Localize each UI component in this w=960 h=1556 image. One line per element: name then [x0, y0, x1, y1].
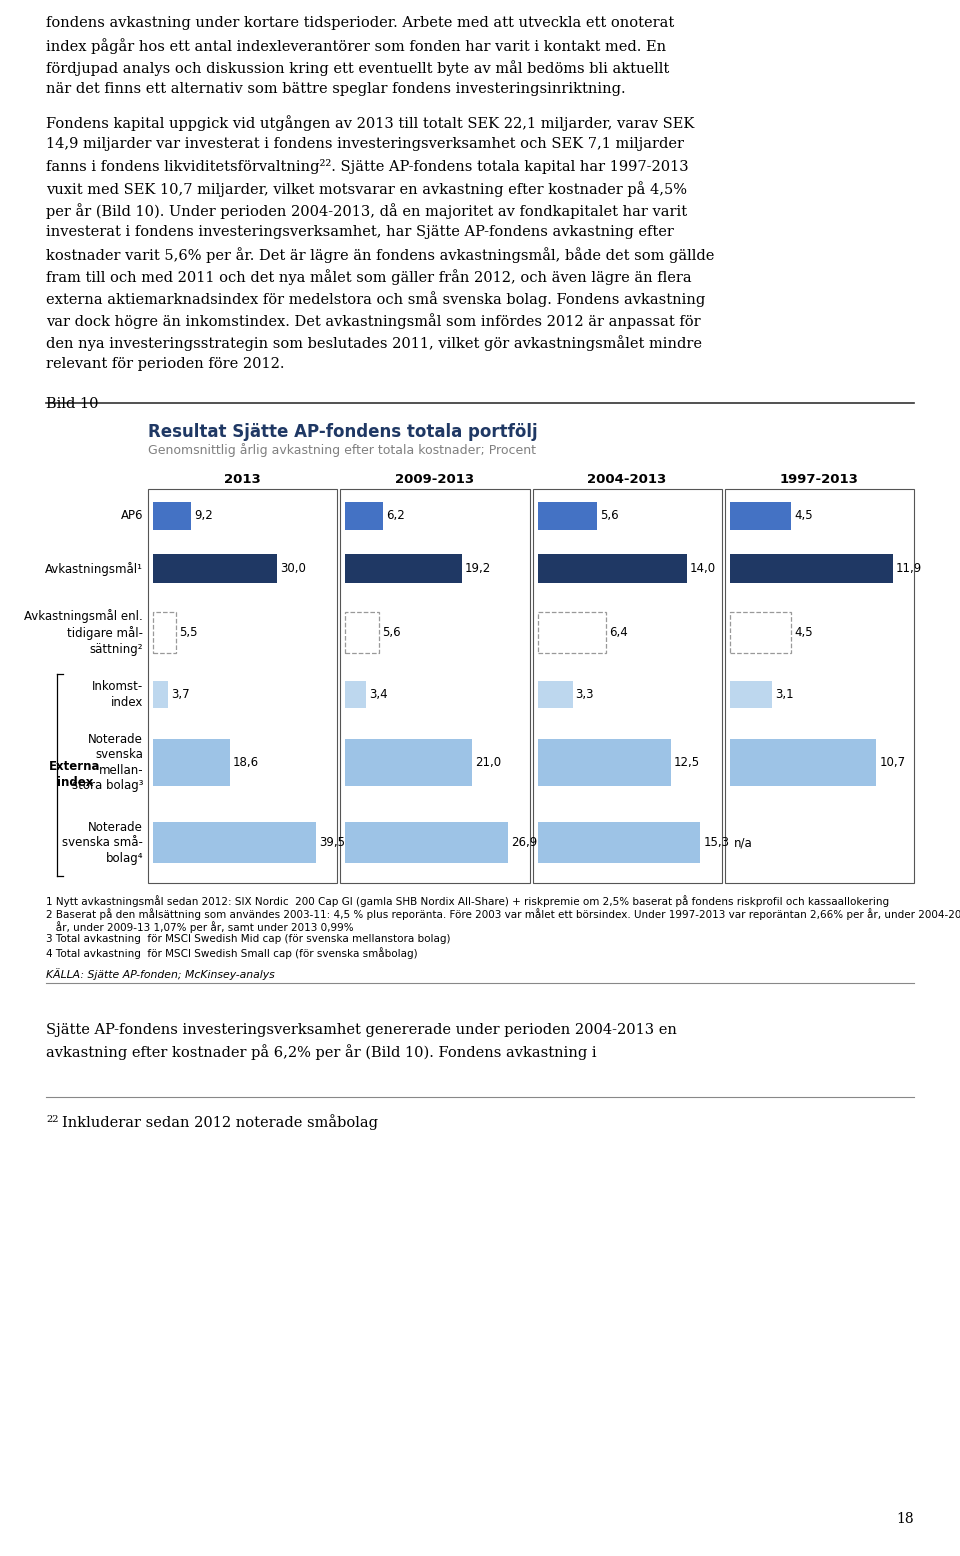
Text: KÄLLA: Sjätte AP-fonden; McKinsey-analys: KÄLLA: Sjätte AP-fonden; McKinsey-analys [46, 968, 275, 980]
Bar [346, 554, 462, 584]
Bar [730, 613, 791, 654]
Text: den nya investeringsstrategin som beslutades 2011, vilket gör avkastningsmålet m: den nya investeringsstrategin som beslut… [46, 335, 702, 350]
Text: Inkluderar sedan 2012 noterade småbolag: Inkluderar sedan 2012 noterade småbolag [62, 1114, 378, 1131]
Bar [538, 554, 686, 584]
Bar [730, 739, 876, 786]
Text: investerat i fondens investeringsverksamhet, har Sjätte AP-fondens avkastning ef: investerat i fondens investeringsverksam… [46, 226, 674, 240]
Text: relevant för perioden före 2012.: relevant för perioden före 2012. [46, 356, 284, 370]
Bar [346, 613, 379, 654]
Text: 3,7: 3,7 [171, 688, 190, 702]
Bar [346, 501, 383, 529]
Text: 10,7: 10,7 [879, 756, 905, 769]
Text: 22: 22 [46, 1114, 59, 1123]
Text: 1997-2013: 1997-2013 [780, 473, 859, 485]
Text: fördjupad analys och diskussion kring ett eventuellt byte av mål bedöms bli aktu: fördjupad analys och diskussion kring et… [46, 61, 669, 76]
Text: 2 Baserat på den målsättning som användes 2003-11: 4,5 % plus reporänta. Före 20: 2 Baserat på den målsättning som använde… [46, 907, 960, 920]
Bar [730, 501, 791, 529]
Text: 3,1: 3,1 [776, 688, 794, 702]
Text: 5,5: 5,5 [179, 626, 197, 640]
Text: 12,5: 12,5 [674, 756, 700, 769]
Bar [538, 501, 597, 529]
Text: 4,5: 4,5 [794, 509, 813, 523]
Text: Fondens kapital uppgick vid utgången av 2013 till totalt SEK 22,1 miljarder, var: Fondens kapital uppgick vid utgången av … [46, 115, 694, 131]
Text: 11,9: 11,9 [896, 562, 922, 576]
Text: Externa
index: Externa index [49, 759, 101, 789]
Text: 3,3: 3,3 [576, 688, 594, 702]
Text: 5,6: 5,6 [600, 509, 619, 523]
Text: 26,9: 26,9 [512, 836, 538, 850]
Text: fondens avkastning under kortare tidsperioder. Arbete med att utveckla ett onote: fondens avkastning under kortare tidsper… [46, 16, 674, 30]
Text: Genomsnittlig årlig avkastning efter totala kostnader; Procent: Genomsnittlig årlig avkastning efter tot… [148, 442, 536, 456]
Text: kostnader varit 5,6% per år. Det är lägre än fondens avkastningsmål, både det so: kostnader varit 5,6% per år. Det är lägr… [46, 247, 714, 263]
Bar [153, 613, 176, 654]
Text: 39,5: 39,5 [319, 836, 345, 850]
Text: 1 Nytt avkastningsmål sedan 2012: SIX Nordic  200 Cap GI (gamla SHB Nordix All-S: 1 Nytt avkastningsmål sedan 2012: SIX No… [46, 895, 889, 907]
Bar [153, 739, 229, 786]
Text: Noterade
svenska
mellan-
stora bolag³: Noterade svenska mellan- stora bolag³ [71, 733, 143, 792]
Bar [346, 682, 366, 708]
Text: 21,0: 21,0 [475, 756, 501, 769]
Text: Inkomst-
index: Inkomst- index [92, 680, 143, 710]
Bar [153, 554, 276, 584]
Text: Avkastningsmål enl.
tidigare mål-
sättning²: Avkastningsmål enl. tidigare mål- sättni… [24, 610, 143, 655]
Text: index pågår hos ett antal indexleverantörer som fonden har varit i kontakt med. : index pågår hos ett antal indexleverantö… [46, 37, 666, 54]
Bar [538, 682, 573, 708]
Text: när det finns ett alternativ som bättre speglar fondens investeringsinriktning.: när det finns ett alternativ som bättre … [46, 82, 626, 96]
Text: 30,0: 30,0 [279, 562, 305, 576]
Bar [730, 682, 772, 708]
Text: fram till och med 2011 och det nya målet som gäller från 2012, och även lägre än: fram till och med 2011 och det nya målet… [46, 269, 691, 285]
Text: fanns i fondens likviditetsförvaltning²². Sjätte AP-fondens totala kapital har 1: fanns i fondens likviditetsförvaltning²²… [46, 159, 688, 174]
Text: 18,6: 18,6 [232, 756, 259, 769]
Text: 6,2: 6,2 [386, 509, 404, 523]
Text: Resultat Sjätte AP-fondens totala portfölj: Resultat Sjätte AP-fondens totala portfö… [148, 423, 538, 440]
Text: 6,4: 6,4 [609, 626, 628, 640]
Text: var dock högre än inkomstindex. Det avkastningsmål som infördes 2012 är anpassat: var dock högre än inkomstindex. Det avka… [46, 313, 701, 328]
Text: 2009-2013: 2009-2013 [396, 473, 474, 485]
Bar [538, 823, 701, 862]
Text: Avkastningsmål¹: Avkastningsmål¹ [45, 562, 143, 576]
Text: externa aktiemarknadsindex för medelstora och små svenska bolag. Fondens avkastn: externa aktiemarknadsindex för medelstor… [46, 291, 706, 307]
Text: 18: 18 [897, 1512, 914, 1526]
Text: Bild 10: Bild 10 [46, 397, 99, 411]
Bar [538, 739, 671, 786]
Text: vuxit med SEK 10,7 miljarder, vilket motsvarar en avkastning efter kostnader på : vuxit med SEK 10,7 miljarder, vilket mot… [46, 180, 687, 198]
Text: Sjätte AP-fondens investeringsverksamhet genererade under perioden 2004-2013 en: Sjätte AP-fondens investeringsverksamhet… [46, 1022, 677, 1036]
Text: 3,4: 3,4 [369, 688, 388, 702]
Text: AP6: AP6 [121, 509, 143, 523]
Text: 3 Total avkastning  för MSCI Swedish Mid cap (för svenska mellanstora bolag): 3 Total avkastning för MSCI Swedish Mid … [46, 934, 450, 943]
Text: 15,3: 15,3 [704, 836, 730, 850]
Text: 2013: 2013 [225, 473, 261, 485]
Text: Noterade
svenska små-
bolag⁴: Noterade svenska små- bolag⁴ [62, 820, 143, 865]
Bar [153, 682, 168, 708]
Bar [538, 613, 606, 654]
Text: 4 Total avkastning  för MSCI Swedish Small cap (för svenska småbolag): 4 Total avkastning för MSCI Swedish Smal… [46, 946, 418, 958]
Bar [533, 489, 722, 882]
Bar [153, 823, 316, 862]
Text: 2004-2013: 2004-2013 [588, 473, 667, 485]
Text: 5,6: 5,6 [382, 626, 400, 640]
Bar [346, 739, 472, 786]
Text: n/a: n/a [733, 836, 753, 850]
Bar [340, 489, 530, 882]
Text: 14,9 miljarder var investerat i fondens investeringsverksamhet och SEK 7,1 milja: 14,9 miljarder var investerat i fondens … [46, 137, 684, 151]
Text: avkastning efter kostnader på 6,2% per år (Bild 10). Fondens avkastning i: avkastning efter kostnader på 6,2% per å… [46, 1044, 596, 1061]
Bar [153, 501, 191, 529]
Bar [730, 554, 893, 584]
Text: per år (Bild 10). Under perioden 2004-2013, då en majoritet av fondkapitalet har: per år (Bild 10). Under perioden 2004-20… [46, 202, 687, 219]
Text: 14,0: 14,0 [689, 562, 716, 576]
Text: 9,2: 9,2 [194, 509, 213, 523]
Text: 4,5: 4,5 [794, 626, 813, 640]
Bar [148, 489, 337, 882]
Text: år, under 2009-13 1,07% per år, samt under 2013 0,99%: år, under 2009-13 1,07% per år, samt und… [46, 921, 353, 932]
Bar [725, 489, 914, 882]
Bar [346, 823, 508, 862]
Text: 19,2: 19,2 [465, 562, 491, 576]
